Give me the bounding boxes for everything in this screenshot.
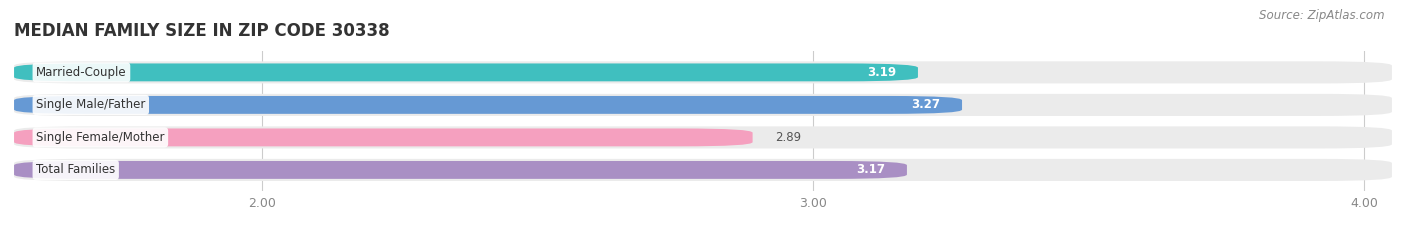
Text: Single Male/Father: Single Male/Father [37, 98, 145, 111]
Text: 3.19: 3.19 [866, 66, 896, 79]
Text: 3.27: 3.27 [911, 98, 941, 111]
Text: MEDIAN FAMILY SIZE IN ZIP CODE 30338: MEDIAN FAMILY SIZE IN ZIP CODE 30338 [14, 22, 389, 40]
Text: Married-Couple: Married-Couple [37, 66, 127, 79]
Text: 3.17: 3.17 [856, 163, 884, 176]
Text: 2.89: 2.89 [775, 131, 801, 144]
Text: Source: ZipAtlas.com: Source: ZipAtlas.com [1260, 9, 1385, 22]
FancyBboxPatch shape [14, 126, 1392, 148]
FancyBboxPatch shape [14, 128, 752, 146]
FancyBboxPatch shape [14, 94, 1392, 116]
FancyBboxPatch shape [14, 61, 1392, 83]
FancyBboxPatch shape [14, 63, 918, 81]
FancyBboxPatch shape [14, 159, 1392, 181]
Text: Single Female/Mother: Single Female/Mother [37, 131, 165, 144]
FancyBboxPatch shape [14, 161, 907, 179]
Text: Total Families: Total Families [37, 163, 115, 176]
FancyBboxPatch shape [14, 96, 962, 114]
